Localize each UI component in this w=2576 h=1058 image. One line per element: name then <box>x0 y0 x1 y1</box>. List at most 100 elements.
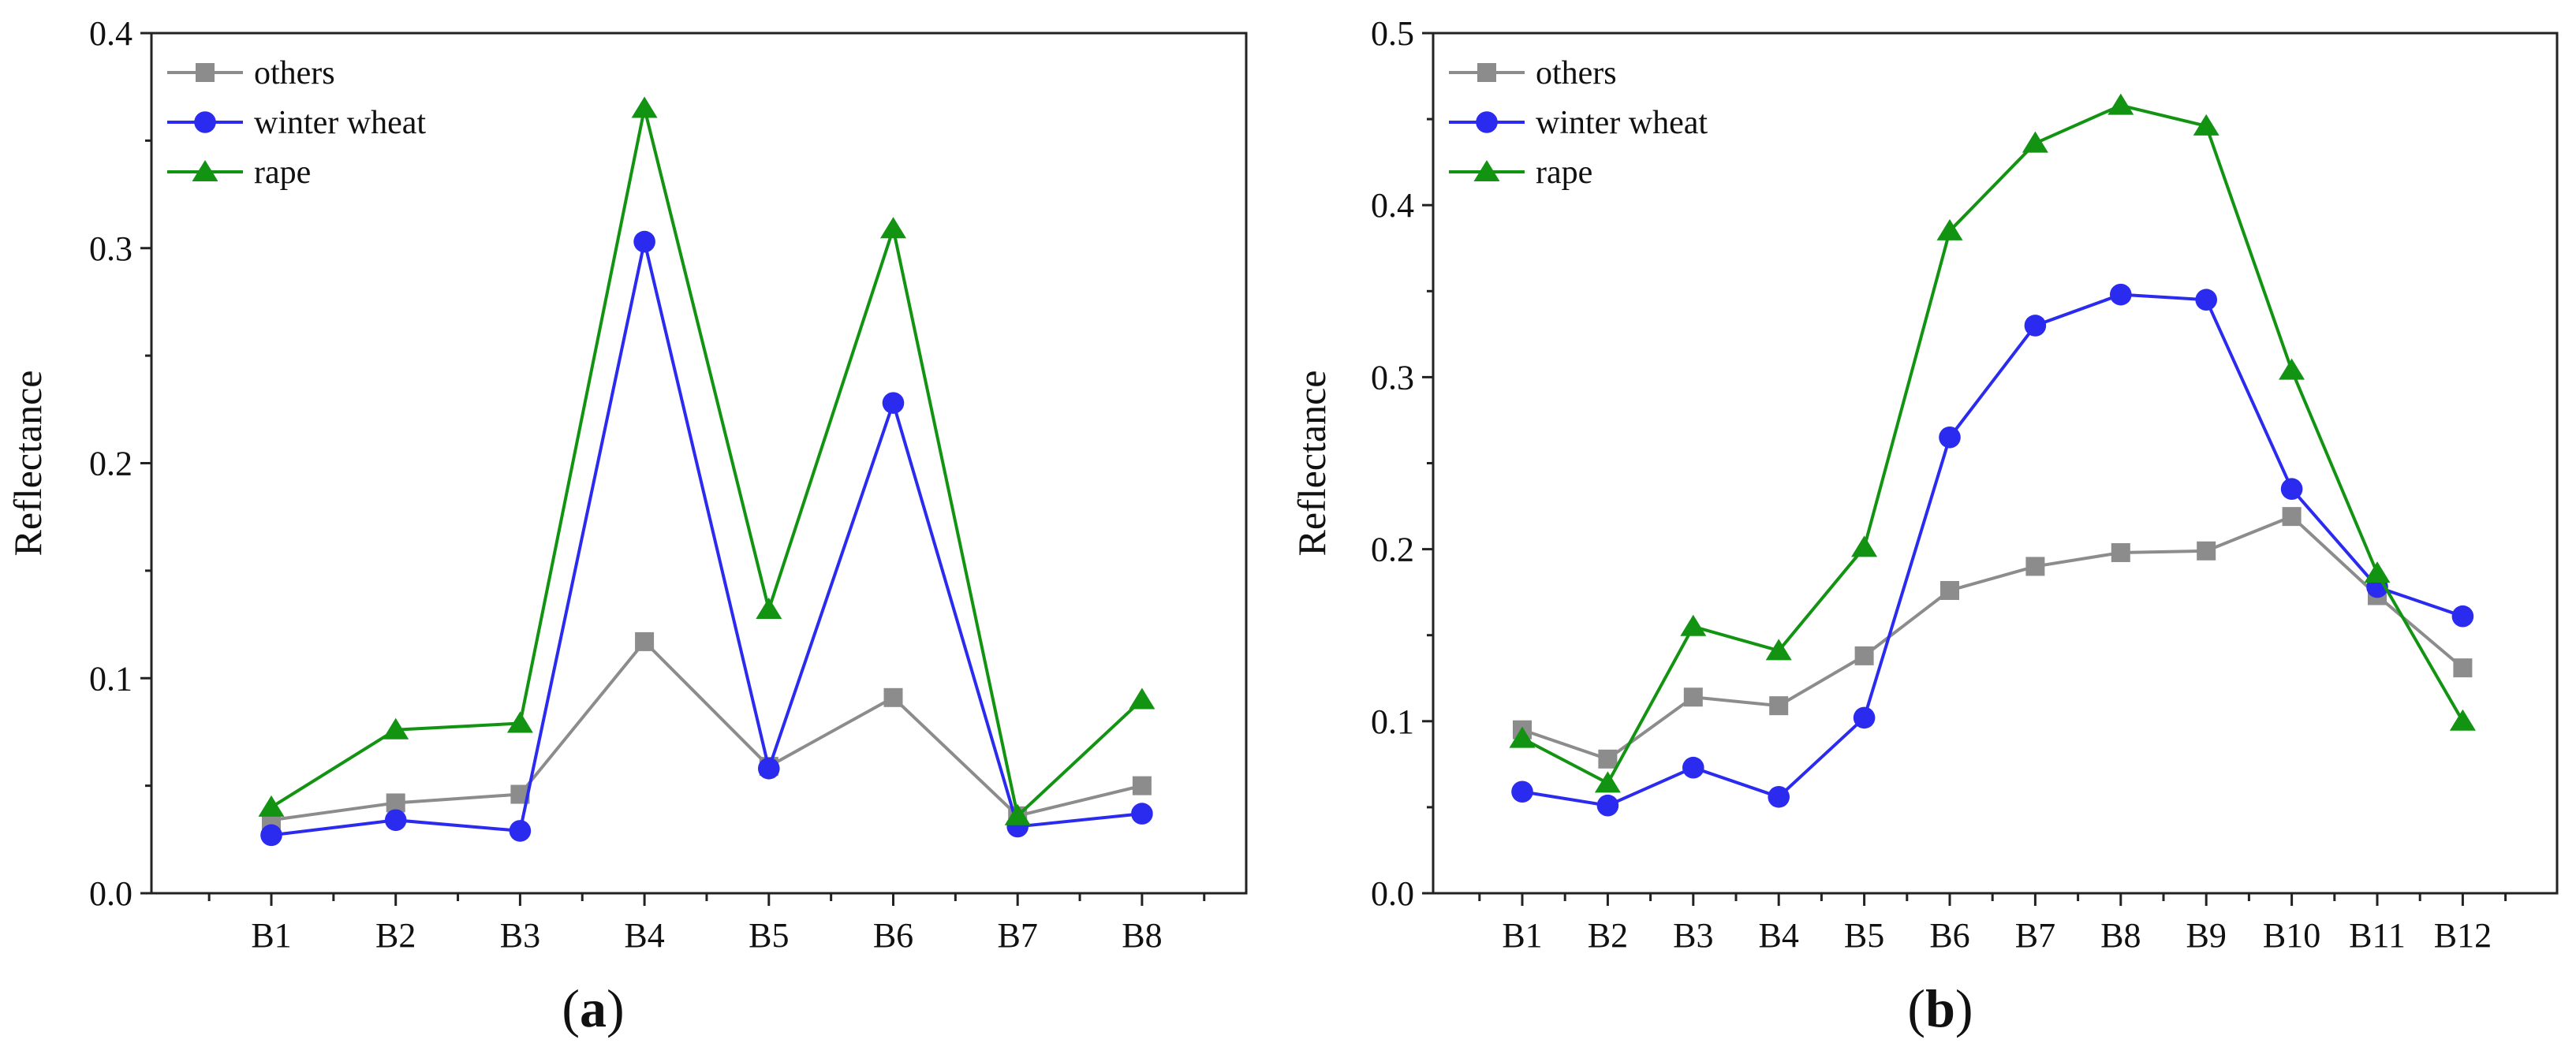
panel-b-x-tick-label: B5 <box>1844 916 1884 955</box>
panel-a-y-tick-label: 0.0 <box>89 874 133 913</box>
panel-b-rape-series-line <box>1521 103 2465 785</box>
panel-a-legend-others-label: others <box>254 55 335 91</box>
panel-a-y-tick-label: 0.1 <box>89 659 133 698</box>
panel-a-x-tick-label: B5 <box>749 916 789 955</box>
panel-b-legend-others-label: others <box>1536 55 1617 91</box>
panel-b-label: (b) <box>1907 978 1973 1038</box>
panel-b-y-tick-label: 0.3 <box>1371 358 1414 397</box>
panel-a-rape-data-point <box>258 795 285 817</box>
panel-a-x-tick-label: B3 <box>500 916 540 955</box>
panel-b-rape-data-point <box>2279 358 2305 380</box>
panel-b-others-data-point <box>2453 658 2473 678</box>
panel-b-legend-winter-wheat-label: winter wheat <box>1536 105 1708 141</box>
panel-a-y-tick-label: 0.4 <box>89 14 133 53</box>
panel-a-x-tick-label: B2 <box>375 916 416 955</box>
panel-b-winter-wheat-series-line <box>1521 292 2464 807</box>
panel-b-x-tick-label: B8 <box>2100 916 2141 955</box>
panel-b-x-tick-label: B11 <box>2349 916 2406 955</box>
panel-a-others-data-point <box>1132 776 1152 795</box>
panel-b-x-tick-label: B10 <box>2263 916 2320 955</box>
panel-b-legend-others-marker <box>1477 63 1496 82</box>
panel-a-others-data-point <box>635 631 655 651</box>
panel-b-rape-data-point <box>1594 771 1621 793</box>
panel-a-rape-series-line <box>270 106 1144 818</box>
panel-a-winter-wheat-data-point <box>882 392 905 414</box>
panel-b-rape-data-point <box>2449 709 2476 731</box>
panel-a-rape-data-point <box>1004 803 1031 825</box>
panel-b-rape-data-point <box>2107 93 2134 115</box>
panel-b-others-data-point <box>1769 696 1789 716</box>
panel-a-chart: 0.0 0.1 0.2 0.3 0.4 B1 B2 B3 B4 B5 B6 B7 B8 Reflectan… <box>6 14 1248 1038</box>
panel-a-legend-winter-wheat-marker <box>194 111 216 133</box>
panel-b-y-axis-title: Reflectance <box>1290 371 1334 557</box>
panel-a-winter-wheat-data-point <box>633 230 655 253</box>
panel-b-winter-wheat-data-point <box>1853 706 1876 729</box>
panel-a-others-data-point <box>386 793 405 813</box>
panel-a-legend-rape-label: rape <box>254 155 311 191</box>
panel-b-rape-data-point <box>2193 114 2219 136</box>
panel-b-legend-rape-label: rape <box>1536 155 1592 191</box>
panel-b-rape-data-point <box>1680 614 1707 636</box>
panel-b-others-data-point <box>2111 542 2130 562</box>
panel-b-x-tick-label: B12 <box>2434 916 2492 955</box>
panel-b-winter-wheat-data-point <box>2195 289 2217 311</box>
panel-b-winter-wheat-data-point <box>1596 794 1619 817</box>
panel-b-winter-wheat-data-point <box>1682 756 1704 779</box>
panel-a-rape-data-point <box>880 217 906 239</box>
panel-a-y-axis-title: Reflectance <box>6 371 50 557</box>
panel-b-others-data-point <box>1854 646 1874 665</box>
panel-a-x-tick-label: B4 <box>624 916 664 955</box>
panel-a-winter-wheat-data-point <box>758 758 780 780</box>
panel-b-rape-data-point <box>1851 535 1878 557</box>
panel-a-plot-frame <box>150 32 1248 895</box>
panel-b-chart: 0.0 0.1 0.2 0.3 0.4 0.5 B1 B2 B3 B4 B5 B6 B7 B8 B9 B10 B… <box>1290 14 2559 1038</box>
panel-a-legend-rape-marker <box>192 160 218 181</box>
panel-a-rape-data-point <box>383 717 409 739</box>
panel-b-x-tick-label: B2 <box>1588 916 1628 955</box>
panel-b-x-tick-label: B3 <box>1673 916 1713 955</box>
panel-a-x-tick-label: B1 <box>251 916 291 955</box>
panel-b-rape-data-point <box>2364 561 2391 583</box>
panel-b-winter-wheat-data-point <box>1768 786 1790 808</box>
panel-b-x-tick-label: B7 <box>2015 916 2055 955</box>
panel-a-rape-data-point <box>1129 687 1155 710</box>
panel-b-x-tick-label: B4 <box>1759 916 1799 955</box>
panel-b-others-data-point <box>1683 687 1703 707</box>
panel-b-x-tick-label: B1 <box>1502 916 1542 955</box>
panel-b-y-tick-label: 0.1 <box>1371 702 1414 741</box>
panel-a-x-tick-label: B7 <box>998 916 1038 955</box>
panel-a-legend-others-marker <box>196 63 215 82</box>
panel-a-y-tick-label: 0.3 <box>89 229 133 268</box>
panel-b-winter-wheat-data-point <box>2280 478 2303 501</box>
panel-b-rape-data-point <box>1936 218 1963 240</box>
panel-b-winter-wheat-data-point <box>2024 315 2047 337</box>
panel-b-y-tick-label: 0.2 <box>1371 531 1414 569</box>
panel-a-legend-winter-wheat-label: winter wheat <box>254 105 426 141</box>
panel-a-y-tick-label: 0.2 <box>89 445 133 483</box>
panel-a-winter-wheat-data-point <box>260 824 282 847</box>
panel-b-legend-winter-wheat-marker <box>1476 111 1498 133</box>
panel-a-rape-data-point <box>506 711 533 733</box>
panel-b-others-data-point <box>1598 749 1618 769</box>
panel-b-x-tick-label: B9 <box>2186 916 2227 955</box>
panel-b-y-tick-label: 0.5 <box>1371 14 1414 53</box>
panel-a-label: (a) <box>562 978 624 1038</box>
panel-a-winter-wheat-series-line <box>271 240 1143 837</box>
panel-b-winter-wheat-data-point <box>2451 605 2474 628</box>
panel-b-winter-wheat-data-point <box>1511 780 1533 803</box>
panel-b-rape-data-point <box>2022 131 2048 153</box>
panel-a-rape-data-point <box>756 597 782 619</box>
panel-b-others-data-point <box>2197 541 2216 561</box>
panel-b-legend-rape-marker <box>1473 160 1500 181</box>
panel-b-others-data-point <box>1940 580 1959 600</box>
panel-b-winter-wheat-data-point <box>1939 426 1961 449</box>
panel-a-winter-wheat-data-point <box>509 820 532 842</box>
panel-b-rape-data-point <box>1765 639 1792 661</box>
panel-b-y-tick-label: 0.0 <box>1371 874 1414 913</box>
panel-b-x-tick-label: B6 <box>1929 916 1969 955</box>
panel-b-y-tick-label: 0.4 <box>1371 186 1414 225</box>
panel-a-others-data-point <box>883 687 903 707</box>
panel-b-winter-wheat-data-point <box>2110 283 2132 306</box>
panel-b-others-series-line <box>1521 515 2464 761</box>
